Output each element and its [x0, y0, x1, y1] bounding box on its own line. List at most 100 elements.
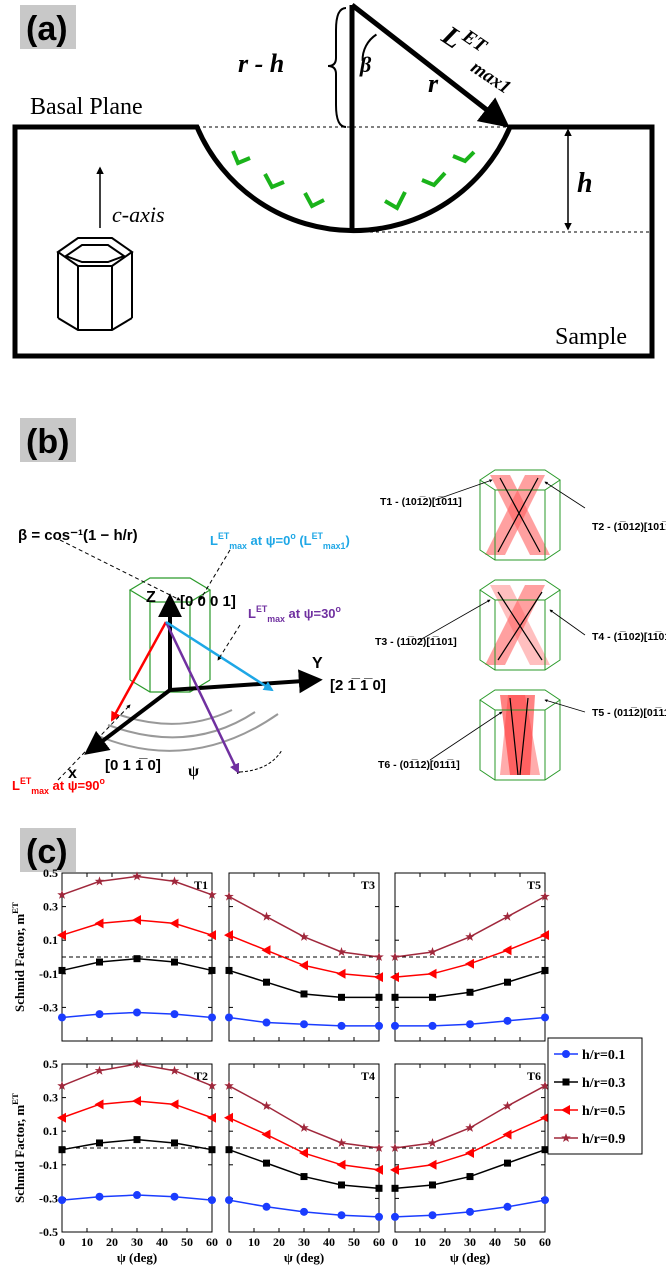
subplot: T3: [224, 873, 384, 1041]
subplot: 0102030405060T6ψ (deg): [390, 1064, 551, 1265]
text-part: max: [267, 614, 285, 624]
marker: [429, 1181, 436, 1188]
r-minus-h-label: r - h: [238, 49, 284, 78]
beta-label: β: [359, 52, 372, 77]
text-part: m: [12, 914, 27, 925]
marker: [96, 1193, 104, 1201]
series-line: [229, 935, 379, 977]
arrow: [385, 192, 405, 208]
leader: [218, 625, 240, 660]
marker: [262, 945, 271, 955]
twin-label: T2 - (1̅012)[101̅1]: [592, 521, 666, 533]
marker: [170, 918, 179, 928]
c-axis-label: c-axis: [112, 202, 165, 227]
text-part: m: [12, 1105, 27, 1116]
x-tick-label: 20: [273, 1235, 285, 1249]
marker: [96, 959, 103, 966]
marker: [338, 1022, 346, 1030]
marker: [301, 990, 308, 997]
marker: [96, 1139, 103, 1146]
marker: [58, 1013, 66, 1021]
prism-bottom: [58, 318, 132, 330]
arrow: [233, 151, 250, 163]
h-label: h: [577, 168, 593, 199]
panel-label: (b): [26, 423, 69, 461]
subplot-label: T4: [361, 1069, 375, 1083]
y-direction: [2 1̅ 1̅ 0]: [330, 677, 386, 694]
marker: [338, 1181, 345, 1188]
x-tick-label: 60: [206, 1235, 218, 1249]
series-line: [395, 935, 545, 977]
text-part: at ψ=90: [49, 778, 100, 793]
marker: [467, 989, 474, 996]
text-part: at ψ=0: [247, 533, 290, 548]
subplot-label: T6: [527, 1069, 541, 1083]
x-tick-label: 40: [489, 1235, 501, 1249]
y-tick-label: -0.3: [39, 1000, 58, 1014]
text-part: max1: [467, 57, 515, 99]
x-axis: [88, 690, 170, 752]
subplot: -0.3-0.10.10.30.5T1: [39, 866, 217, 1041]
panel-a: [15, 5, 652, 356]
marker: [504, 1203, 512, 1211]
marker: [337, 969, 346, 979]
marker: [262, 1130, 271, 1140]
x-tick-label: 0: [226, 1235, 232, 1249]
marker: [59, 1146, 66, 1153]
marker: [171, 959, 178, 966]
legend-label: h/r=0.5: [582, 1104, 625, 1119]
text-part: (L: [296, 533, 312, 548]
marker: [338, 1211, 346, 1219]
legend-label: h/r=0.1: [582, 1048, 625, 1063]
y-axis: [170, 680, 318, 690]
psi-arrow: [240, 750, 282, 772]
marker: [337, 947, 347, 956]
marker: [375, 1022, 383, 1030]
panel-label: (c): [26, 833, 68, 871]
vector-psi90: [112, 622, 166, 720]
r-label: r: [428, 69, 439, 98]
text-part: ET: [256, 604, 268, 614]
marker: [465, 932, 475, 941]
text-part: at ψ=30: [285, 606, 336, 621]
marker: [392, 994, 399, 1001]
y-tick-label: -0.5: [39, 1225, 58, 1239]
marker: [465, 1148, 474, 1158]
y-tick-label: 0.3: [43, 1091, 58, 1105]
marker: [465, 959, 474, 969]
arc: [96, 714, 278, 751]
marker: [170, 1066, 180, 1075]
twin-label: T4 - (1̅102)[11̅01]: [592, 631, 666, 643]
text-part: max: [31, 786, 49, 796]
x-tick-label: 30: [298, 1235, 310, 1249]
twin-label: T5 - (011̅2)[01̅11]: [592, 707, 666, 719]
x-tick-label: 40: [323, 1235, 335, 1249]
marker: [542, 967, 549, 974]
panel-label: (a): [26, 10, 68, 48]
l-psi0-label: LETmax at ψ=0o (LETmax1): [210, 531, 350, 551]
marker: [563, 1079, 570, 1086]
series-line: [229, 1086, 379, 1148]
subplot-label: T3: [361, 878, 375, 892]
panel-b: [20, 418, 585, 780]
x-tick-label: 30: [131, 1235, 143, 1249]
marker: [96, 1010, 104, 1018]
twin-prism: [480, 690, 560, 780]
psi-label: ψ: [188, 763, 199, 780]
y-label: Y: [312, 655, 323, 672]
text-part: o: [100, 776, 106, 786]
marker: [391, 1022, 399, 1030]
x-tick-label: 60: [373, 1235, 385, 1249]
subplot: T5: [390, 873, 550, 1041]
x-tick-label: 10: [414, 1235, 426, 1249]
l-psi90-label: LETmax at ψ=90o: [12, 776, 106, 796]
text-part: ET: [312, 531, 324, 541]
marker: [133, 1008, 141, 1016]
marker: [429, 994, 436, 1001]
marker: [504, 1017, 512, 1025]
x-tick-label: 10: [248, 1235, 260, 1249]
marker: [542, 1146, 549, 1153]
marker: [503, 912, 513, 921]
marker: [503, 1130, 512, 1140]
y-tick-label: 0.1: [43, 1124, 58, 1138]
